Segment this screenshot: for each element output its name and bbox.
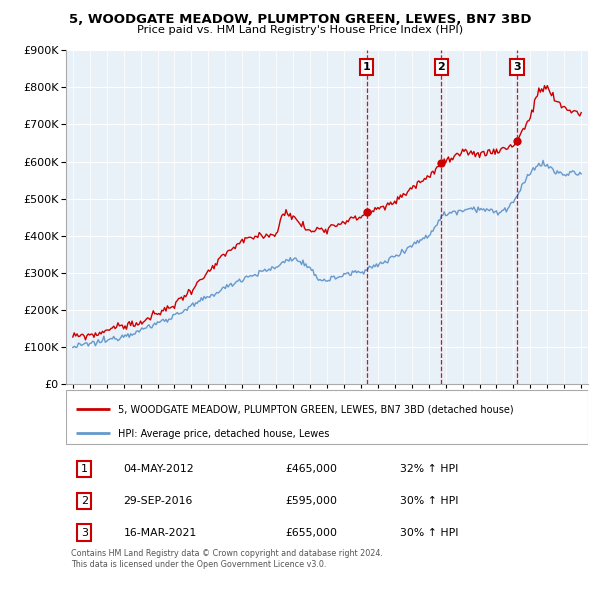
Text: 04-MAY-2012: 04-MAY-2012: [124, 464, 194, 474]
Text: £655,000: £655,000: [285, 528, 337, 538]
Text: 3: 3: [513, 62, 521, 72]
Text: Price paid vs. HM Land Registry's House Price Index (HPI): Price paid vs. HM Land Registry's House …: [137, 25, 463, 35]
Text: 30% ↑ HPI: 30% ↑ HPI: [400, 528, 458, 538]
Text: 1: 1: [363, 62, 371, 72]
Text: £465,000: £465,000: [285, 464, 337, 474]
Text: 2: 2: [437, 62, 445, 72]
Text: 1: 1: [81, 464, 88, 474]
Text: 5, WOODGATE MEADOW, PLUMPTON GREEN, LEWES, BN7 3BD (detached house): 5, WOODGATE MEADOW, PLUMPTON GREEN, LEWE…: [118, 405, 514, 415]
Text: 3: 3: [81, 528, 88, 538]
Text: 32% ↑ HPI: 32% ↑ HPI: [400, 464, 458, 474]
Text: 16-MAR-2021: 16-MAR-2021: [124, 528, 197, 538]
Text: HPI: Average price, detached house, Lewes: HPI: Average price, detached house, Lewe…: [118, 429, 329, 439]
Text: £595,000: £595,000: [285, 496, 337, 506]
Text: 2: 2: [81, 496, 88, 506]
Text: 30% ↑ HPI: 30% ↑ HPI: [400, 496, 458, 506]
Text: 29-SEP-2016: 29-SEP-2016: [124, 496, 193, 506]
Text: 5, WOODGATE MEADOW, PLUMPTON GREEN, LEWES, BN7 3BD: 5, WOODGATE MEADOW, PLUMPTON GREEN, LEWE…: [69, 13, 531, 26]
Bar: [66, 390, 588, 444]
Text: Contains HM Land Registry data © Crown copyright and database right 2024.
This d: Contains HM Land Registry data © Crown c…: [71, 549, 383, 569]
